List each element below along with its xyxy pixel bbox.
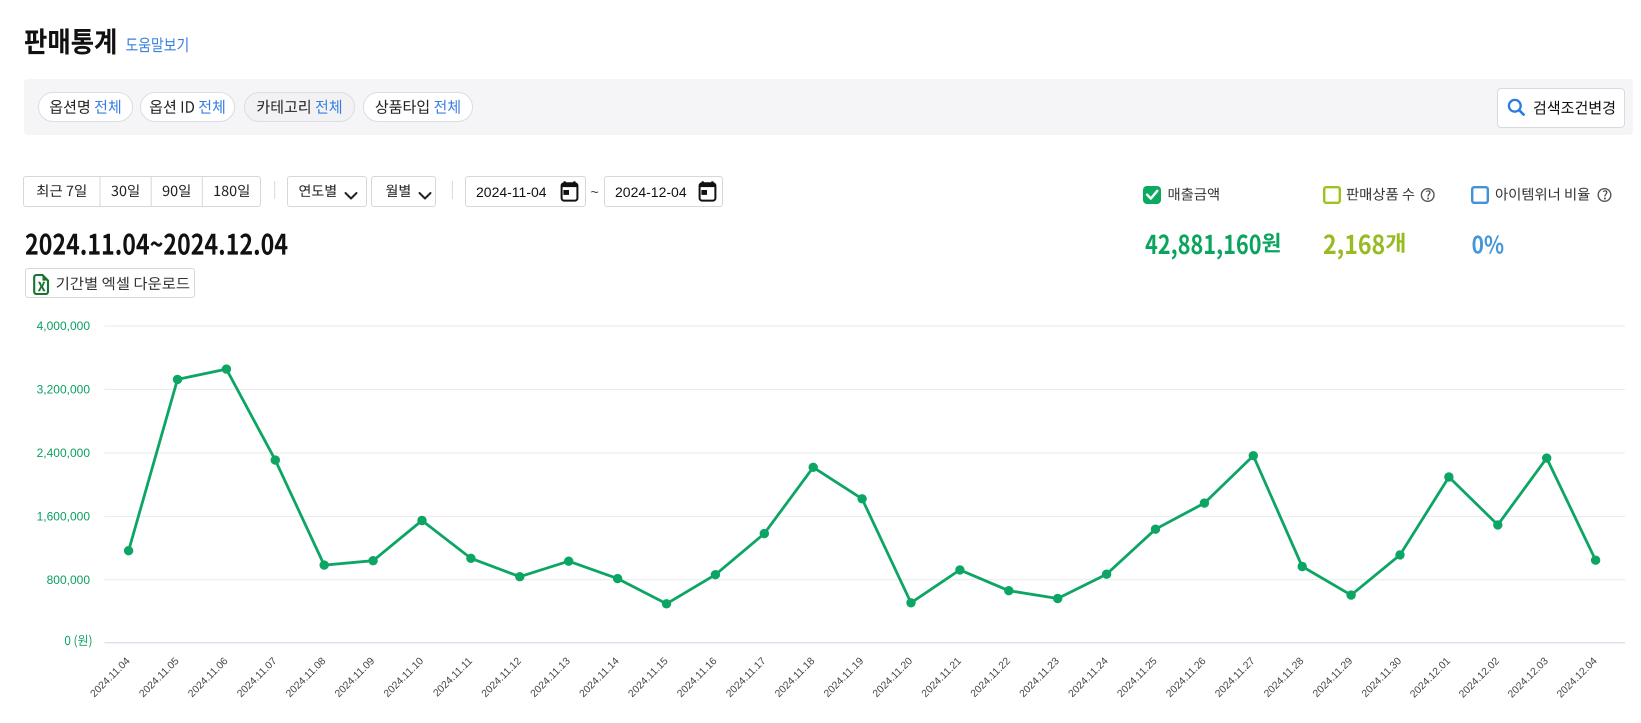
svg-text:2024.11.29: 2024.11.29 <box>1311 656 1355 700</box>
svg-text:2024.11.16: 2024.11.16 <box>676 656 720 700</box>
svg-text:2024.11.05: 2024.11.05 <box>138 656 182 700</box>
svg-text:2024.11.04: 2024.11.04 <box>89 656 133 700</box>
svg-text:2024.11.13: 2024.11.13 <box>529 656 573 700</box>
svg-text:2024.11.20: 2024.11.20 <box>871 656 915 700</box>
svg-text:2024.11.10: 2024.11.10 <box>382 656 426 700</box>
svg-text:2024.11.26: 2024.11.26 <box>1165 656 1209 700</box>
svg-text:2024.11.15: 2024.11.15 <box>627 656 671 700</box>
svg-text:2024.11.14: 2024.11.14 <box>578 656 622 700</box>
svg-text:2024.11.30: 2024.11.30 <box>1360 656 1404 700</box>
svg-text:2,400,000: 2,400,000 <box>37 446 91 460</box>
svg-text:2024.11.24: 2024.11.24 <box>1067 656 1111 700</box>
svg-text:2024.11.25: 2024.11.25 <box>1116 656 1160 700</box>
svg-text:2024.11.21: 2024.11.21 <box>920 656 964 700</box>
svg-text:2024.11.09: 2024.11.09 <box>333 656 377 700</box>
svg-text:2024.12.03: 2024.12.03 <box>1506 656 1551 701</box>
svg-text:2024.11.11: 2024.11.11 <box>432 656 476 700</box>
svg-text:2024.11.08: 2024.11.08 <box>284 656 328 700</box>
svg-text:2024.11.19: 2024.11.19 <box>822 656 866 700</box>
svg-text:2024.11.17: 2024.11.17 <box>724 656 768 700</box>
svg-text:3,200,000: 3,200,000 <box>37 383 91 397</box>
svg-text:800,000: 800,000 <box>47 573 91 587</box>
svg-text:2024.11.28: 2024.11.28 <box>1262 656 1306 700</box>
svg-text:1,600,000: 1,600,000 <box>37 510 91 524</box>
svg-text:2024.11.07: 2024.11.07 <box>235 656 279 700</box>
svg-text:2024.11.23: 2024.11.23 <box>1018 656 1062 700</box>
svg-text:4,000,000: 4,000,000 <box>37 319 91 333</box>
svg-text:2024.11.27: 2024.11.27 <box>1213 656 1257 700</box>
svg-text:2024.12.02: 2024.12.02 <box>1457 656 1502 701</box>
svg-text:2024.12.04: 2024.12.04 <box>1555 656 1600 701</box>
svg-text:2024.12.01: 2024.12.01 <box>1408 656 1453 701</box>
svg-text:2024.11.06: 2024.11.06 <box>187 656 231 700</box>
svg-text:2024.11.12: 2024.11.12 <box>480 656 524 700</box>
svg-text:2024.11.18: 2024.11.18 <box>773 656 817 700</box>
svg-text:2024.11.22: 2024.11.22 <box>969 656 1013 700</box>
